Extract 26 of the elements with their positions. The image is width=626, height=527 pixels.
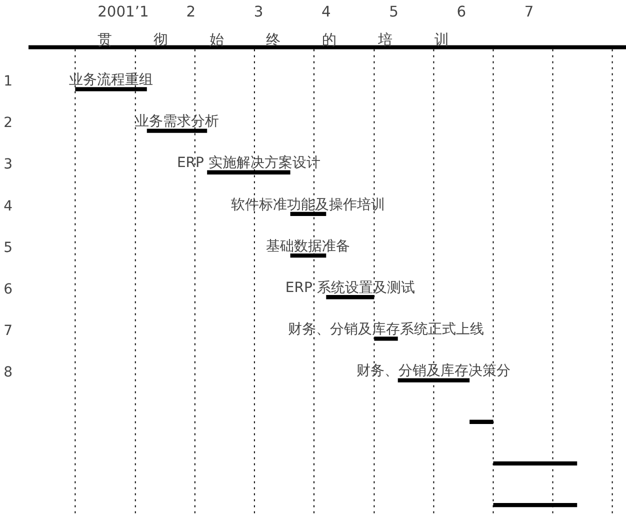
data-label: 财务、分销及库存决策分	[356, 363, 511, 380]
data-label: ERP 系统设置及测试	[285, 280, 415, 296]
y-tick-label: 5	[4, 240, 13, 256]
text: 贯彻始终的培训	[97, 32, 450, 49]
data-label: ERP 实施解决方案设计	[176, 154, 320, 172]
y-tick-label: 8	[4, 364, 13, 381]
x-tick-label: 7	[524, 4, 534, 20]
data-label: 软件标准功能及操作培训	[231, 196, 386, 213]
bar	[398, 378, 470, 382]
x-tick-label: 4	[321, 4, 331, 20]
data-label: 财务、分销及库存系统正式上线	[288, 322, 484, 338]
x-tick-label: 5	[389, 4, 398, 20]
y-tick-label: 2	[4, 115, 13, 132]
x-tick-label: 3	[254, 4, 264, 20]
y-tick-label: 6	[4, 281, 13, 298]
y-tick-label: 4	[4, 198, 13, 214]
y-tick-label: 1	[4, 74, 13, 90]
bar	[290, 253, 326, 258]
data-label: 业务流程重组	[69, 72, 154, 88]
data-label: 基础数据准备	[266, 238, 350, 254]
data-label: 业务需求分析	[134, 114, 219, 130]
y-tick-label: 7	[4, 323, 13, 340]
x-tick-label: 2001’1	[98, 4, 149, 20]
y-tick-label: 3	[4, 156, 13, 173]
x-tick-label: 2	[186, 4, 196, 20]
x-tick-label: 6	[456, 4, 466, 20]
